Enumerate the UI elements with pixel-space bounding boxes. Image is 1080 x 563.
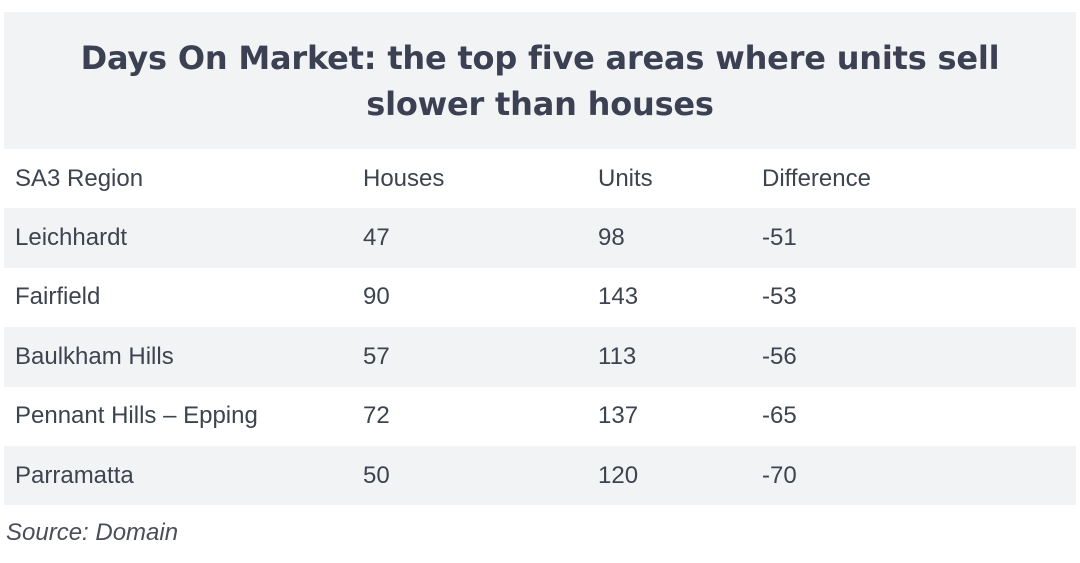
cell-region: Parramatta [15, 461, 134, 489]
table-title: Days On Market: the top five areas where… [80, 38, 1000, 123]
cell-difference: -70 [762, 461, 797, 489]
table-row: Leichhardt 47 98 -51 [4, 208, 1076, 268]
table-row: Pennant Hills – Epping 72 137 -65 [4, 387, 1076, 446]
cell-region: Leichhardt [15, 224, 128, 252]
cell-units: 137 [598, 402, 639, 430]
cell-houses: 57 [363, 342, 390, 370]
cell-region: Baulkham Hills [15, 342, 174, 370]
data-table: Days On Market: the top five areas where… [4, 12, 1076, 506]
source-note: Source: Domain [6, 519, 179, 546]
cell-units: 113 [598, 342, 637, 370]
header-cell-houses: Houses [363, 164, 445, 192]
cell-units: 143 [598, 283, 639, 311]
cell-region: Fairfield [15, 283, 101, 311]
cell-units: 98 [598, 224, 625, 252]
cell-difference: -65 [762, 402, 797, 430]
cell-difference: -51 [762, 224, 797, 252]
cell-region: Pennant Hills – Epping [15, 402, 258, 430]
cell-houses: 47 [363, 224, 390, 252]
cell-difference: -56 [762, 342, 797, 370]
table-row: Parramatta 50 120 -70 [4, 445, 1076, 506]
table-row: Baulkham Hills 57 113 -56 [4, 327, 1076, 387]
title-banner: Days On Market: the top five areas where… [4, 12, 1076, 149]
header-cell-difference: Difference [762, 164, 871, 192]
cell-units: 120 [598, 461, 639, 489]
cell-houses: 72 [363, 402, 390, 430]
table-row: Fairfield 90 143 -53 [4, 268, 1076, 327]
table-header-row: SA3 Region Houses Units Difference [4, 149, 1076, 208]
header-cell-units: Units [598, 164, 653, 192]
header-cell-region: SA3 Region [15, 164, 144, 192]
cell-difference: -53 [762, 283, 797, 311]
cell-houses: 90 [363, 283, 390, 311]
cell-houses: 50 [363, 461, 390, 489]
